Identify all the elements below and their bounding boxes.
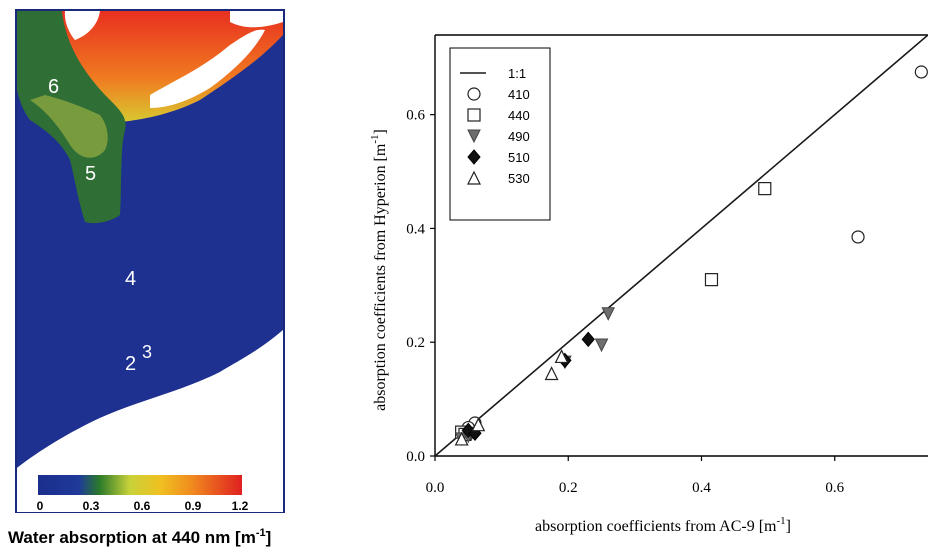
y-tick-label: 0.4 [406,221,425,237]
y-tick-label: 0.2 [406,335,425,351]
legend-marker-510 [467,149,481,165]
site-label: 4 [125,268,136,290]
y-tick-label: 0.6 [406,108,425,124]
data-point-440 [758,182,772,196]
data-point-490 [601,307,616,321]
legend-marker-530 [467,170,481,185]
map-title-sup: -1 [256,527,266,539]
data-point-410 [851,230,865,244]
data-point-510 [581,331,595,348]
map-title: Water absorption at 440 nm [m-1] [8,527,271,547]
legend-marker-490 [467,129,481,144]
site-label: 5 [85,163,96,185]
map-title-main: Water absorption at 440 nm [m [8,528,256,547]
map-title-end: ] [266,528,272,547]
absorption-map-panel: 6 5 4 2 3 0 0.3 0.6 0.9 1.2 Water absorp… [0,0,300,552]
y-axis-unit-bracket: [m [372,143,389,161]
land-patch [64,11,100,40]
data-point-530 [471,417,486,432]
colorbar-tick: 0 [37,499,44,513]
x-axis-label: absorption coefficients from AC-9 [m-1] [535,515,791,535]
y-tick-label: 0.0 [406,449,425,465]
colorbar-tick: 0.3 [83,499,100,513]
colorbar-tick: 1.2 [232,499,249,513]
x-axis-unit-end: ] [786,518,791,535]
data-points [454,65,928,447]
site-label: 3 [142,342,152,362]
legend-label: 530 [508,171,530,186]
site-label: 6 [48,76,59,98]
x-tick-label: 0.4 [692,480,711,496]
data-point-530 [554,349,569,364]
legend-items: 1:1 410 440 490 510 530 [460,66,530,186]
colorbar-tick: 0.6 [134,499,151,513]
y-axis-label-text: absorption coefficients from Hyperion [372,165,389,410]
estuary-zone [30,95,108,158]
colorbar-ticks: 0 0.3 0.6 0.9 1.2 [37,499,249,513]
reference-line-1-1 [434,34,928,457]
high-absorption-zone [60,11,283,122]
data-point-530 [544,366,559,381]
data-point-440 [704,273,719,287]
x-tick-label: 0.6 [825,480,844,496]
legend-label: 1:1 [508,66,526,81]
legend-label: 510 [508,150,530,165]
legend-label: 410 [508,87,530,102]
data-point-490 [594,338,609,353]
legend-label: 440 [508,108,530,123]
colorbar-tick: 0.9 [185,499,202,513]
colorbar [38,475,242,495]
x-tick-label: 0.0 [426,480,445,496]
scatter-chart-panel: 0.0 0.2 0.4 0.6 0.0 0.2 0.4 0.6 1:1 410 440 490 51… [330,0,928,552]
y-axis-label: absorption coefficients from Hyperion [m… [369,129,389,411]
land-patch [230,11,283,28]
y-ticks: 0.0 0.2 0.4 0.6 [406,108,435,465]
site-label: 2 [125,353,136,375]
data-point-410 [914,65,928,79]
absorption-map-svg: 6 5 4 2 3 0 0.3 0.6 0.9 1.2 Water absorp… [8,9,285,547]
legend-marker-440 [467,108,481,122]
legend-box [449,47,551,221]
y-axis-unit-end: ] [372,129,389,134]
x-axis-unit-sup: -1 [776,515,785,527]
x-axis-unit-bracket: [m [759,518,777,535]
land-bottom [17,330,283,512]
legend: 1:1 410 440 490 510 530 [449,47,551,221]
legend-marker-410 [467,87,481,101]
x-ticks: 0.0 0.2 0.4 0.6 [426,456,845,496]
scatter-chart: 0.0 0.2 0.4 0.6 0.0 0.2 0.4 0.6 1:1 410 440 490 51… [369,34,928,535]
data-point-530 [454,431,469,446]
x-tick-label: 0.2 [559,480,578,496]
y-axis-unit-sup: -1 [369,134,381,143]
x-axis-label-text: absorption coefficients from AC-9 [535,518,755,535]
legend-label: 490 [508,129,530,144]
chart-axes [434,34,928,457]
land-patch [150,29,265,108]
